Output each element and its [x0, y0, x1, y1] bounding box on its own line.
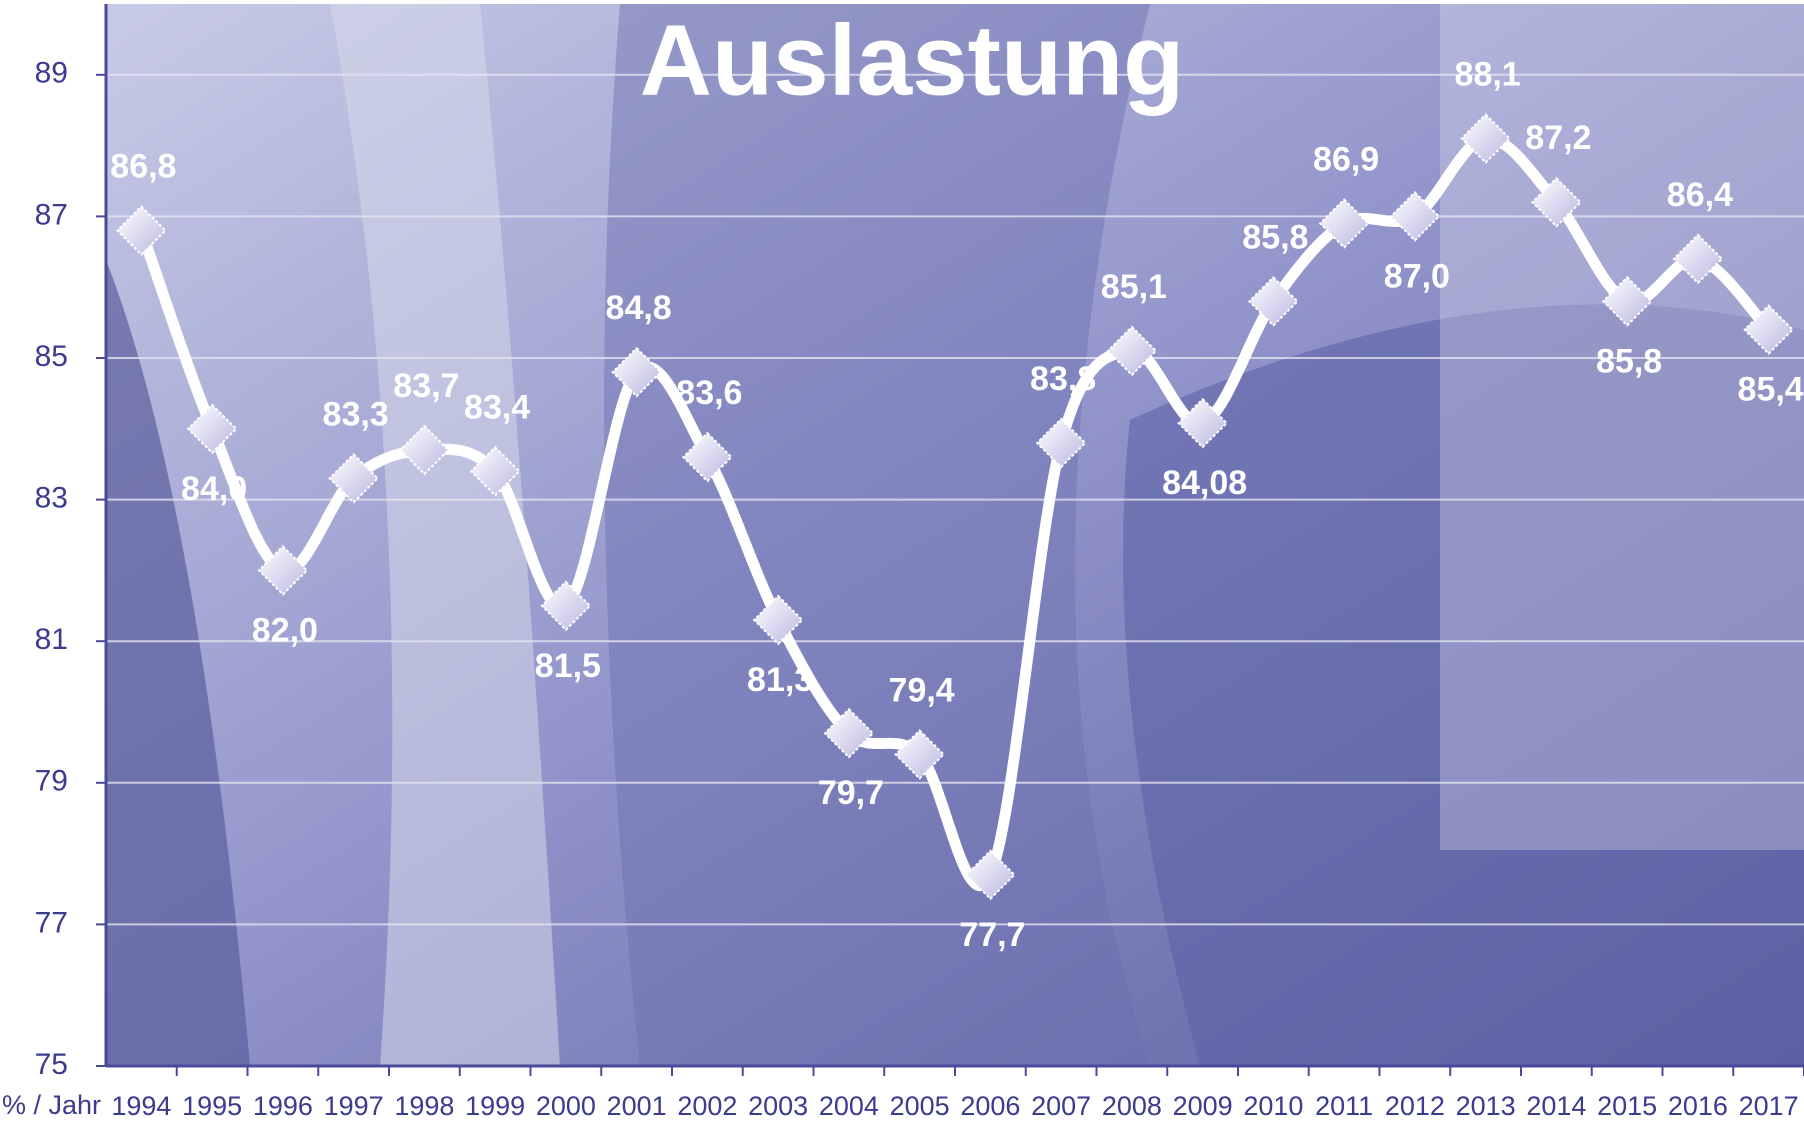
background: [106, 4, 1804, 1066]
value-label: 86,8: [110, 148, 176, 186]
value-label: 79,7: [818, 774, 884, 812]
x-tick-label: 2017: [1739, 1091, 1799, 1121]
x-tick-label: 2006: [960, 1091, 1020, 1121]
y-tick-label: 83: [35, 482, 68, 515]
value-label: 85,4: [1738, 371, 1804, 409]
x-tick-label: 2008: [1102, 1091, 1162, 1121]
value-label: 81,3: [747, 661, 813, 699]
x-tick-label: 1996: [253, 1091, 313, 1121]
x-tick-label: 2011: [1315, 1091, 1373, 1121]
x-tick-label: 2007: [1031, 1091, 1091, 1121]
value-label: 81,5: [535, 647, 601, 685]
value-label: 83,3: [323, 395, 389, 433]
value-label: 83,8: [1030, 360, 1096, 398]
value-label: 85,1: [1101, 268, 1167, 306]
page: {"chart_data": {"type": "line", "title":…: [0, 0, 1804, 1124]
x-tick-label: 2015: [1597, 1091, 1657, 1121]
value-label: 79,4: [889, 671, 955, 709]
x-tick-label: 2016: [1668, 1091, 1728, 1121]
value-label: 86,4: [1667, 176, 1733, 214]
value-label: 82,0: [252, 611, 318, 649]
x-tick-label: 2004: [819, 1091, 879, 1121]
y-tick-label: 85: [35, 340, 68, 373]
value-label: 85,8: [1596, 342, 1662, 380]
value-label: 83,7: [393, 367, 459, 405]
x-tick-label: 2012: [1385, 1091, 1445, 1121]
value-label: 84,8: [606, 289, 672, 327]
chart-title: Auslastung: [640, 4, 1184, 116]
x-tick-label: 2001: [607, 1091, 667, 1121]
x-tick-label: 2010: [1243, 1091, 1303, 1121]
value-label: 87,0: [1384, 257, 1450, 295]
x-tick-label: 1997: [324, 1091, 384, 1121]
value-label: 83,4: [464, 388, 530, 426]
y-tick-label: 87: [35, 198, 68, 231]
x-tick-label: 2013: [1456, 1091, 1516, 1121]
value-label: 85,8: [1242, 218, 1308, 256]
x-tick-label: 2000: [536, 1091, 596, 1121]
y-tick-label: 81: [35, 623, 68, 656]
value-label: 87,2: [1525, 119, 1591, 157]
value-label: 84,0: [181, 470, 247, 508]
value-label: 84,08: [1162, 464, 1247, 502]
value-label: 77,7: [959, 916, 1025, 954]
value-label: 83,6: [676, 374, 742, 412]
value-label: 86,9: [1313, 140, 1379, 178]
y-tick-label: 79: [35, 765, 68, 798]
x-tick-label: 2014: [1526, 1091, 1586, 1121]
x-tick-label: 2009: [1173, 1091, 1233, 1121]
value-label: 88,1: [1455, 56, 1521, 94]
x-tick-label: 1998: [394, 1091, 454, 1121]
y-tick-label: 77: [35, 906, 68, 939]
x-tick-label: 2003: [748, 1091, 808, 1121]
x-tick-label: 2005: [890, 1091, 950, 1121]
x-tick-label: 1994: [111, 1091, 171, 1121]
x-tick-label: 1999: [465, 1091, 525, 1121]
x-tick-label: 2002: [677, 1091, 737, 1121]
y-tick-label: 89: [35, 57, 68, 90]
y-tick-label: 75: [35, 1048, 68, 1081]
x-axis-label: % / Jahr: [2, 1090, 101, 1120]
chart: Auslastung % / Jahr 75 77 79 81 83 85 87 89 1994…: [0, 0, 1804, 1124]
x-tick-label: 1995: [182, 1091, 242, 1121]
